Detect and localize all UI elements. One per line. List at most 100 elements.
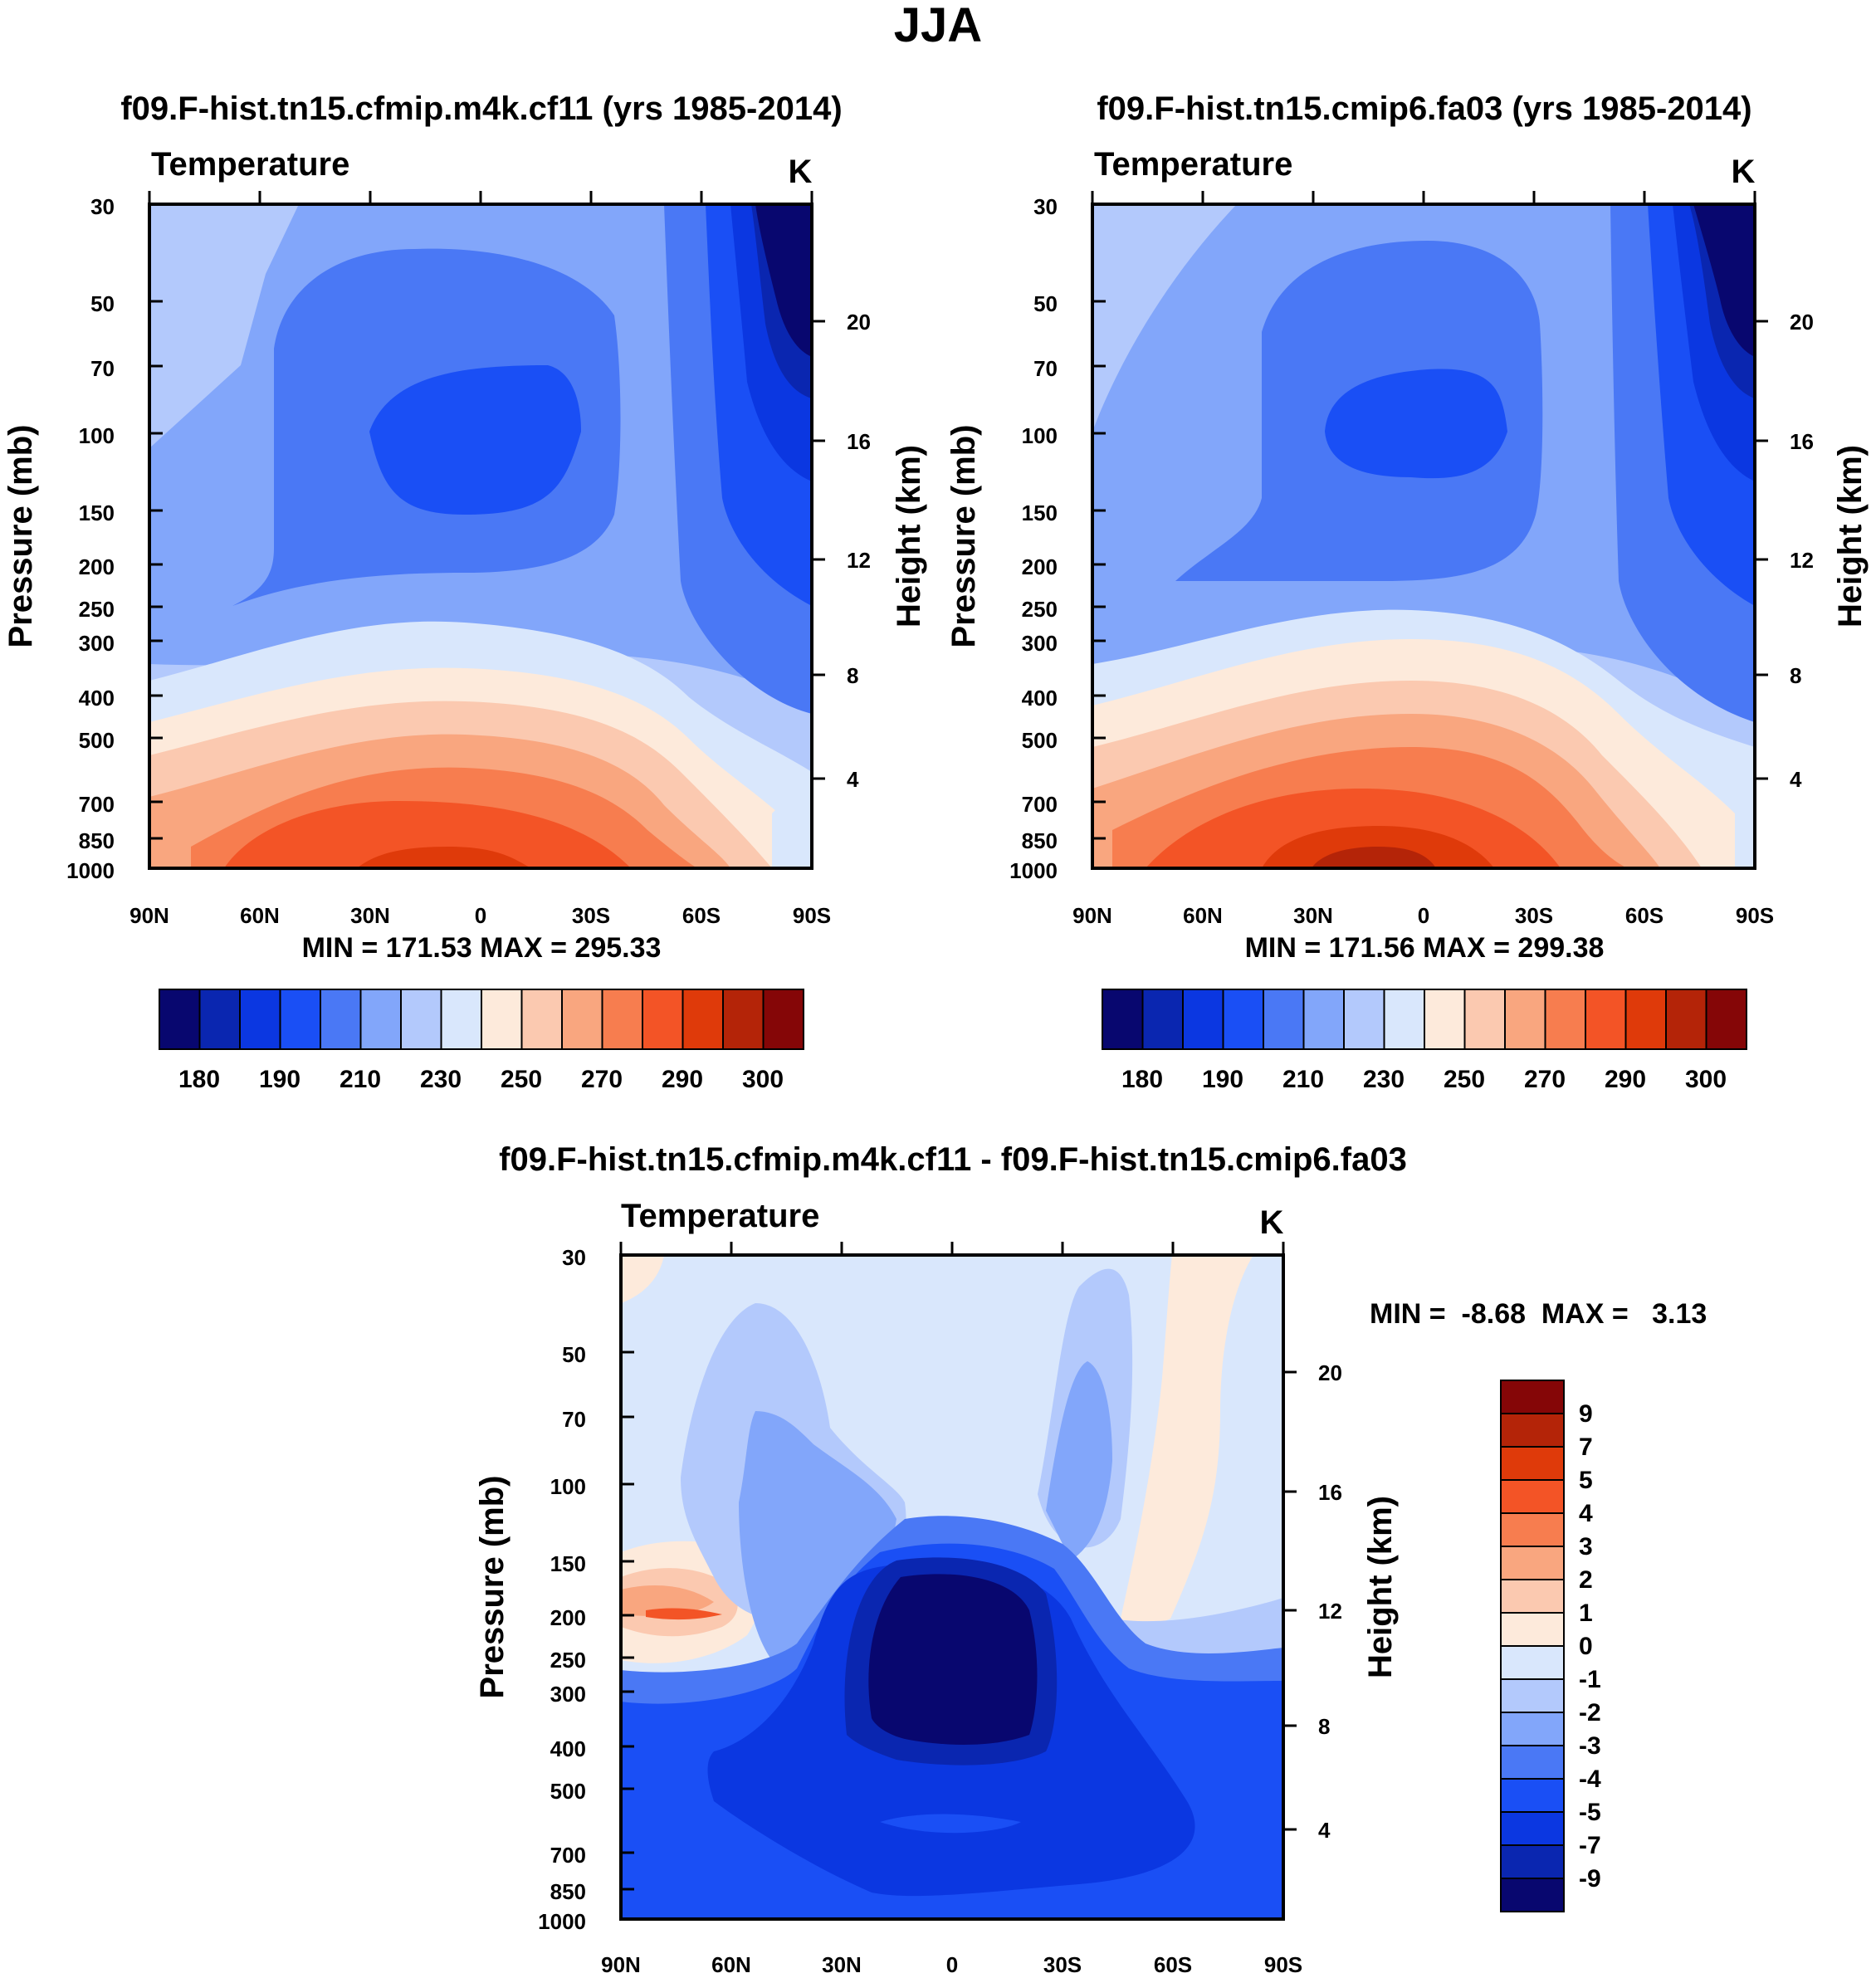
panel-c-ytick-400: 400 xyxy=(550,1736,586,1761)
panel-b-colorbar xyxy=(1102,989,1747,1050)
panel-b-cbar-label-190: 190 xyxy=(1202,1066,1243,1093)
panel-b-xtick-90s: 90S xyxy=(1736,903,1774,928)
panel-c-ytick-70: 70 xyxy=(562,1407,586,1432)
panel-b-xtick-60n: 60N xyxy=(1183,903,1223,928)
panel-c-ylabel-right: Height (km) xyxy=(1362,1496,1399,1678)
panel-b-ytick-150: 150 xyxy=(1022,501,1058,525)
panel-a-xtick-30s: 30S xyxy=(572,903,610,928)
panel-b-cbar-label-210: 210 xyxy=(1282,1066,1324,1093)
panel-a-cbar-swatch-5 xyxy=(359,989,402,1050)
panel-a-xtick-30n: 30N xyxy=(350,903,390,928)
panel-c-cbar-swatch-1 xyxy=(1500,1413,1565,1448)
panel-c-xtick-30s: 30S xyxy=(1043,1952,1082,1977)
panel-b-xtick-30s: 30S xyxy=(1515,903,1553,928)
panel-a-cbar-swatch-6 xyxy=(400,989,442,1050)
panel-b-height-8: 8 xyxy=(1790,663,1801,688)
panel-b-height-16: 16 xyxy=(1790,429,1814,454)
panel-c-title: f09.F-hist.tn15.cfmip.m4k.cf11 - f09.F-h… xyxy=(499,1141,1407,1178)
panel-c-fill-subtropical-positive-4 xyxy=(646,1608,722,1620)
panel-b-ytick-30: 30 xyxy=(1033,194,1058,219)
panel-c-ytick-150: 150 xyxy=(550,1551,586,1576)
panel-a-cbar-swatch-8 xyxy=(481,989,523,1050)
panel-b-cbar-label-230: 230 xyxy=(1363,1066,1405,1093)
panel-b-ytick-50: 50 xyxy=(1033,291,1058,316)
panel-a-xtick-90s: 90S xyxy=(793,903,831,928)
panel-a-xtick-60s: 60S xyxy=(682,903,721,928)
panel-c-cbar-swatch-9 xyxy=(1500,1678,1565,1713)
panel-a-cbar-label-190: 190 xyxy=(259,1066,300,1093)
panel-b-cbar-label-270: 270 xyxy=(1524,1066,1566,1093)
panel-b-cbar-label-300: 300 xyxy=(1685,1066,1727,1093)
panel-a-height-4: 4 xyxy=(847,767,859,792)
panel-a-cbar-swatch-2 xyxy=(239,989,281,1050)
panel-c-fill-minus-9 xyxy=(868,1574,1038,1745)
panel-c-cbar-label-minus-3: -3 xyxy=(1579,1732,1601,1760)
panel-a-cbar-swatch-9 xyxy=(520,989,563,1050)
panel-b-ytick-400: 400 xyxy=(1022,686,1058,711)
panel-b-ytick-250: 250 xyxy=(1022,597,1058,622)
panel-c-y-right-ticks: 20 16 12 8 4 xyxy=(1283,1360,1342,1843)
panel-a-cbar-swatch-4 xyxy=(320,989,362,1050)
panel-c-ytick-700: 700 xyxy=(550,1843,586,1868)
panel-a-cbar-label-210: 210 xyxy=(340,1066,381,1093)
panel-a-cbar-label-180: 180 xyxy=(178,1066,220,1093)
panel-b-cbar-label-250: 250 xyxy=(1444,1066,1485,1093)
panel-b-cbar-swatch-6 xyxy=(1343,989,1385,1050)
panel-c-fill-subtropical-positive-3 xyxy=(621,1585,714,1616)
panel-a-ytick-250: 250 xyxy=(79,597,115,622)
figure-title: JJA xyxy=(894,0,982,52)
panel-b-ytick-1000: 1000 xyxy=(1009,858,1058,883)
panel-a-cbar-swatch-0 xyxy=(159,989,201,1050)
panel-a-cbar-label-300: 300 xyxy=(742,1066,784,1093)
panel-b-units: K xyxy=(1732,154,1756,190)
panel-a-contour-field xyxy=(149,204,812,868)
panel-a-cbar-swatch-12 xyxy=(642,989,684,1050)
panel-c-cbar-label-minus-9: -9 xyxy=(1579,1865,1601,1893)
panel-a-ytick-30: 30 xyxy=(90,194,115,219)
panel-b-cbar-swatch-11 xyxy=(1544,989,1586,1050)
panel-b-cbar-swatch-14 xyxy=(1665,989,1707,1050)
panel-a-height-8: 8 xyxy=(847,663,858,688)
panel-c-cbar-label-minus-2: -2 xyxy=(1579,1699,1601,1726)
panel-c-cbar-label-minus-7: -7 xyxy=(1579,1832,1601,1859)
panel-b-cbar-swatch-13 xyxy=(1624,989,1667,1050)
panel-a-height-20: 20 xyxy=(847,310,871,335)
panel-a-cbar-label-290: 290 xyxy=(662,1066,703,1093)
panel-a-cbar-label-250: 250 xyxy=(501,1066,542,1093)
panel-a-ytick-500: 500 xyxy=(79,728,115,753)
panel-c-cbar-label-5: 5 xyxy=(1579,1467,1593,1494)
panel-b-contour-field xyxy=(1092,204,1755,868)
panel-c-cbar-label-9: 9 xyxy=(1579,1400,1593,1428)
panel-a-title: f09.F-hist.tn15.cfmip.m4k.cf11 (yrs 1985… xyxy=(120,90,842,127)
panel-b-fill-level-200 xyxy=(1325,369,1507,479)
panel-a-fill-level-295 xyxy=(357,847,531,868)
panel-a-fill-level-290 xyxy=(224,801,631,868)
panel-c-cbar-swatch-7 xyxy=(1500,1612,1565,1647)
panel-a-fill-level-200 xyxy=(369,365,581,515)
panel-b-cbar-swatch-4 xyxy=(1263,989,1305,1050)
panel-a-ylabel: Pressure (mb) xyxy=(2,425,39,648)
panel-c-xtick-0: 0 xyxy=(946,1952,958,1977)
panel-c-ytick-300: 300 xyxy=(550,1682,586,1707)
panel-c-fill-minus-2-south xyxy=(1046,1361,1112,1560)
panel-b-xtick-90n: 90N xyxy=(1072,903,1112,928)
panel-b-y-ticks: 30 50 70 100 150 200 250 300 400 500 700… xyxy=(1009,194,1106,883)
panel-b-ylabel: Pressure (mb) xyxy=(945,425,982,648)
panel-c-cbar-swatch-11 xyxy=(1500,1745,1565,1780)
panel-a-ytick-150: 150 xyxy=(79,501,115,525)
panel-a-colorbar xyxy=(159,989,804,1050)
panel-b-x-ticks: 90N 60N 30N 0 30S 60S 90S xyxy=(1072,191,1774,928)
panel-b-ytick-850: 850 xyxy=(1022,828,1058,853)
panel-b-height-4: 4 xyxy=(1790,767,1802,792)
panel-c-cbar-label-4: 4 xyxy=(1579,1500,1593,1527)
panel-b-ytick-300: 300 xyxy=(1022,631,1058,656)
panel-a-fill-south-surface xyxy=(772,780,812,868)
panel-top-right: f09.F-hist.tn15.cmip6.fa03 (yrs 1985-201… xyxy=(945,90,1869,1093)
panel-a-ytick-850: 850 xyxy=(79,828,115,853)
panel-a-xtick-90n: 90N xyxy=(129,903,169,928)
panel-b-min-max: MIN = 171.56 MAX = 299.38 xyxy=(1245,932,1605,964)
panel-c-height-20: 20 xyxy=(1318,1360,1342,1385)
panel-a-y-ticks: 30 50 70 100 150 200 250 300 400 500 700… xyxy=(66,194,163,883)
panel-c-cbar-label-7: 7 xyxy=(1579,1433,1593,1461)
panel-c-ytick-250: 250 xyxy=(550,1648,586,1673)
